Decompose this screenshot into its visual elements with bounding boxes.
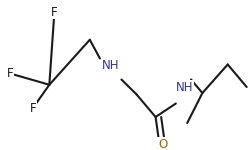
Text: NH: NH [175,81,192,94]
Text: F: F [51,6,57,18]
Text: F: F [7,67,13,80]
Text: NH: NH [102,60,119,72]
Text: F: F [29,102,36,114]
Text: O: O [158,138,167,150]
